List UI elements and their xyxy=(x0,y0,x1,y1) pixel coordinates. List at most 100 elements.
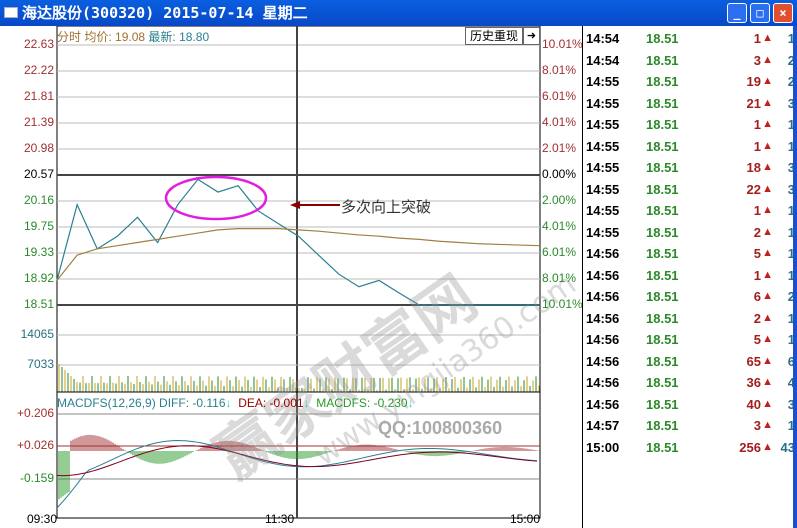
up-arrow-icon: ▲ xyxy=(762,333,773,345)
up-arrow-icon: ▲ xyxy=(762,354,773,367)
tick-time: 14:55 xyxy=(586,224,620,240)
tick-count: 1 xyxy=(787,332,795,347)
tick-volume: 36 xyxy=(746,375,761,390)
maximize-button[interactable]: □ xyxy=(750,3,770,23)
down-arrow-icon: ↓ xyxy=(407,396,414,410)
tick-time: 14:55 xyxy=(586,203,620,218)
tick-list[interactable]: 14:54 18.51 1 ▲ 1 14:54 18.51 3 ▲ 2 14:55 18.51 19 ▲ 2… xyxy=(583,28,797,458)
tick-time: 14:56 xyxy=(586,267,620,283)
tick-time: 14:55 xyxy=(586,117,620,132)
tick-row: 14:56 18.51 65 ▲ 6 xyxy=(583,351,797,373)
tick-volume: 1 xyxy=(753,267,761,283)
tick-time: 14:56 xyxy=(586,332,620,347)
tick-price: 18.51 xyxy=(646,74,679,89)
tick-count: 1 xyxy=(787,31,795,46)
tick-time: 14:56 xyxy=(586,310,620,326)
price-axis-label: 22.22 xyxy=(23,63,54,77)
tick-volume: 21 xyxy=(746,95,761,111)
macd-macdfs: MACDFS: -0.230 xyxy=(316,396,408,410)
pct-axis-label: 4.01% xyxy=(542,115,577,129)
tick-count: 1 xyxy=(787,418,795,433)
up-arrow-icon: ▲ xyxy=(762,376,773,388)
tick-row: 14:55 18.51 1 ▲ 1 xyxy=(583,114,797,136)
highlight-ellipse xyxy=(164,175,268,221)
macd-axis-label: -0.159 xyxy=(19,471,54,485)
tick-count: 2 xyxy=(787,289,795,304)
tick-row: 14:55 18.51 22 ▲ 3 xyxy=(583,179,797,201)
dea-line xyxy=(56,445,538,477)
price-axis-label: 18.51 xyxy=(23,297,54,311)
up-arrow-icon: ▲ xyxy=(762,53,773,66)
tick-time: 14:56 xyxy=(586,396,620,412)
tick-price: 18.51 xyxy=(646,31,679,46)
tick-price: 18.51 xyxy=(646,439,679,455)
up-arrow-icon: ▲ xyxy=(762,161,773,173)
annotation-text: 多次向上突破 xyxy=(341,199,432,216)
tick-row: 14:55 18.51 19 ▲ 2 xyxy=(583,71,797,93)
tick-row: 14:56 18.51 36 ▲ 4 xyxy=(583,372,797,394)
tick-count: 1 xyxy=(787,117,795,132)
price-axis-label: 21.39 xyxy=(23,115,54,129)
macd-diff: DIFF: -0.116 xyxy=(159,396,226,410)
price-axis-label: 19.33 xyxy=(23,245,54,259)
tick-row: 14:56 18.51 2 ▲ 1 xyxy=(583,308,797,330)
tick-volume: 40 xyxy=(746,396,761,412)
tick-volume: 65 xyxy=(746,353,761,369)
panel-divider xyxy=(582,26,583,528)
tick-time: 14:54 xyxy=(586,31,620,46)
tick-price: 18.51 xyxy=(646,117,679,132)
macd-info: MACDFS(12,26,9) DIFF: -0.116↓ DEA: -0.00… xyxy=(57,396,414,410)
tick-time: 14:57 xyxy=(586,418,620,433)
tick-row: 15:00 18.51 256 ▲ 43 xyxy=(583,437,797,459)
price-axis-label: 20.16 xyxy=(23,193,54,207)
tick-time: 15:00 xyxy=(586,439,620,455)
up-arrow-icon: ▲ xyxy=(762,75,773,87)
tick-row: 14:57 18.51 3 ▲ 1 xyxy=(583,415,797,437)
tick-time: 14:55 xyxy=(586,95,620,111)
minimize-button[interactable]: _ xyxy=(727,3,747,23)
tick-price: 18.51 xyxy=(646,267,679,283)
up-arrow-icon: ▲ xyxy=(762,419,773,431)
exit-icon[interactable]: ➜ xyxy=(523,27,540,45)
mode-label: 分时 xyxy=(57,30,82,44)
up-arrow-icon: ▲ xyxy=(762,247,773,259)
last-label: 最新: xyxy=(148,30,176,44)
tick-price: 18.51 xyxy=(646,375,679,390)
tick-volume: 22 xyxy=(746,181,761,197)
up-arrow-icon: ▲ xyxy=(762,96,773,109)
title-bar: 海达股份(300320) 2015-07-14 星期二 _ □ × xyxy=(0,0,797,26)
up-arrow-icon: ▲ xyxy=(762,290,773,302)
tick-price: 18.51 xyxy=(646,246,679,261)
tick-row: 14:55 18.51 2 ▲ 1 xyxy=(583,222,797,244)
tick-volume: 256 xyxy=(739,439,761,455)
tick-price: 18.51 xyxy=(646,353,679,369)
up-arrow-icon: ▲ xyxy=(762,225,773,238)
close-button[interactable]: × xyxy=(773,3,793,23)
tick-time: 14:56 xyxy=(586,353,620,369)
tick-price: 18.51 xyxy=(646,418,679,433)
volume-axis-label: 7033 xyxy=(27,357,54,371)
tick-volume: 5 xyxy=(753,332,761,347)
tick-time: 14:56 xyxy=(586,246,620,261)
pct-axis-label: 10.01% xyxy=(542,297,583,311)
chart-info: 分时 均价: 19.08 最新: 18.80 xyxy=(57,28,209,45)
tick-count: 3 xyxy=(787,396,795,412)
scrollbar[interactable] xyxy=(793,26,797,528)
tick-volume: 1 xyxy=(753,31,761,46)
down-arrow-icon: ↓ xyxy=(303,396,310,410)
price-axis-label: 21.81 xyxy=(23,89,54,103)
price-axis-label: 22.63 xyxy=(23,37,54,51)
diff-line xyxy=(56,440,538,509)
tick-time: 14:56 xyxy=(586,289,620,304)
tick-volume: 1 xyxy=(753,117,761,132)
tick-price: 18.51 xyxy=(646,289,679,304)
avg-label: 均价: xyxy=(84,30,112,44)
tick-row: 14:55 18.51 21 ▲ 3 xyxy=(583,93,797,115)
tick-price: 18.51 xyxy=(646,310,679,326)
tick-price: 18.51 xyxy=(646,138,679,154)
macd-dea: DEA: -0.001 xyxy=(238,396,304,410)
history-replay-button[interactable]: 历史重现 xyxy=(465,27,523,45)
time-axis-label: 15:00 xyxy=(510,512,541,526)
macd-axis-label: +0.206 xyxy=(16,406,54,420)
